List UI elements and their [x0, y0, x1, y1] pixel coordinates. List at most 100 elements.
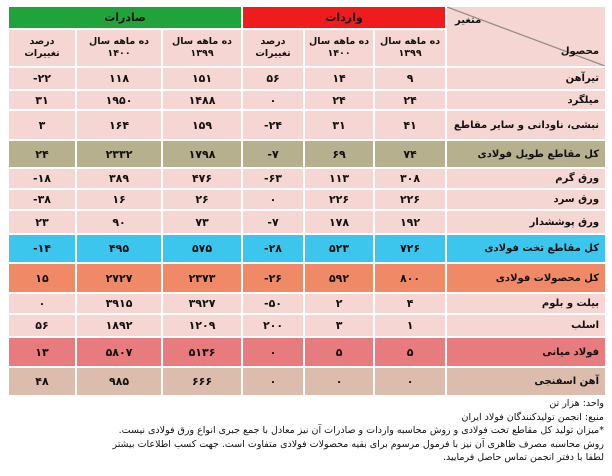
row-label: ورق سرد	[445, 188, 608, 211]
value-cell: ۱	[373, 313, 448, 338]
notes: واحد: هزار تن منبع: انجمن تولیدکنندگان فو…	[4, 397, 604, 465]
value-cell: ۱۶۴	[75, 109, 164, 141]
value-cell: ۱۱۳	[303, 167, 376, 190]
value-cell: ۲۴	[303, 89, 376, 111]
value-cell: ۱۷۸	[303, 209, 376, 235]
value-cell: ۱۵	[6, 262, 78, 294]
value-cell: ۳۹۱۵	[75, 292, 164, 315]
row-label: آهن اسفنجی	[445, 366, 608, 397]
value-cell: ۱۹۲	[373, 209, 448, 235]
table-row: کل محصولات فولادی ۸۰۰ ۵۹۲ -۲۶ ۲۳۷۳ ۲۷۲۷ ۱۵	[6, 262, 608, 294]
value-cell: -۲۶	[241, 262, 306, 294]
value-cell: ۳	[303, 313, 376, 338]
column-header: درصد تغییرات	[6, 28, 78, 68]
value-cell: ۲۲۶	[303, 188, 376, 211]
column-header: ده ماهه سال ۱۴۰۰	[75, 28, 164, 68]
value-cell: ۹۸۵	[75, 366, 164, 397]
value-cell: ۵	[303, 336, 376, 368]
corner-cell: محصول متغیر	[445, 5, 608, 68]
row-label: نبشی، ناودانی و سایر مقاطع	[445, 109, 608, 141]
row-label: کل مقاطع طویل فولادی	[445, 139, 608, 169]
value-cell: ۳۰۸	[373, 167, 448, 190]
value-cell: -۱۸	[6, 167, 78, 190]
value-cell: ۱۴۸۸	[161, 89, 244, 111]
value-cell: ۳۸۹	[75, 167, 164, 190]
value-cell: ۰	[241, 336, 306, 368]
corner-col-label: متغیر	[455, 15, 482, 26]
column-header: ده ماهه سال ۱۳۹۹	[373, 28, 448, 68]
value-cell: ۲۴	[373, 89, 448, 111]
value-cell: ۰	[6, 292, 78, 315]
value-cell: ۴۷۶	[161, 167, 244, 190]
value-cell: ۰	[241, 366, 306, 397]
value-cell: ۲۴	[6, 139, 78, 169]
value-cell: ۳۹۲۷	[161, 292, 244, 315]
value-cell: ۵۹۲	[303, 262, 376, 294]
value-cell: ۵۶	[241, 66, 306, 91]
value-cell: ۳	[6, 109, 78, 141]
steel-table: محصول متغیر واردات صادرات ده ماهه سال ۱۳…	[6, 5, 608, 397]
value-cell: -۷	[241, 139, 306, 169]
value-cell: ۲۷۲۷	[75, 262, 164, 294]
column-header: ده ماهه سال ۱۴۰۰	[303, 28, 376, 68]
value-cell: ۵۶	[6, 313, 78, 338]
table-row: تیرآهن ۹ ۱۴ ۵۶ ۱۵۱ ۱۱۸ -۲۲	[6, 66, 608, 91]
value-cell: ۸۰۰	[373, 262, 448, 294]
table-row: کل مقاطع طویل فولادی ۷۴ ۶۹ -۷ ۱۷۹۸ ۲۳۳۲ ۲۴	[6, 139, 608, 169]
table-body: تیرآهن ۹ ۱۴ ۵۶ ۱۵۱ ۱۱۸ -۲۲ میلگرد ۲۴ ۲۴ ۰ ۱۴۸۸ ۱۹۵۰ ۳…	[6, 66, 608, 397]
table-row: فولاد میانی ۵ ۵ ۰ ۵۱۳۶ ۵۸۰۷ ۱۳	[6, 336, 608, 368]
value-cell: -۲۸	[241, 233, 306, 264]
value-cell: ۹۰	[75, 209, 164, 235]
value-cell: ۰	[241, 188, 306, 211]
value-cell: ۵۷۵	[161, 233, 244, 264]
value-cell: ۶۹	[303, 139, 376, 169]
note-line: *میزان تولید کل مقاطع تخت فولادی و روش م…	[118, 425, 604, 436]
table-row: ورق پوششدار ۱۹۲ ۱۷۸ -۷ ۷۳ ۹۰ ۲۳	[6, 209, 608, 235]
row-label: کل مقاطع تخت فولادی	[445, 233, 608, 264]
value-cell: ۱۱۸	[75, 66, 164, 91]
value-cell: ۱۹۵۰	[75, 89, 164, 111]
note-line: روش محاسبه مصرف ظاهری آن نیز با فرمول مر…	[112, 438, 604, 450]
value-cell: ۵۲۳	[303, 233, 376, 264]
row-label: تیرآهن	[445, 66, 608, 91]
table-row: ورق سرد ۲۲۶ ۲۲۶ ۰ ۲۶ ۱۶ -۳۸	[6, 188, 608, 211]
value-cell: ۰	[241, 89, 306, 111]
value-cell: ۲۶	[161, 188, 244, 211]
table-row: نبشی، ناودانی و سایر مقاطع ۴۱ ۳۱ -۲۴ ۱۵۹ ۱۶۴ ۳	[6, 109, 608, 141]
value-cell: ۱۸۹۲	[75, 313, 164, 338]
value-cell: ۴۸	[6, 366, 78, 397]
row-label: فولاد میانی	[445, 336, 608, 368]
note-line: لطفا با دفتر انجمن تماس حاصل فرمایید.	[442, 452, 604, 463]
table-row: میلگرد ۲۴ ۲۴ ۰ ۱۴۸۸ ۱۹۵۰ ۳۱	[6, 89, 608, 111]
value-cell: ۵۸۰۷	[75, 336, 164, 368]
note-line: منبع: انجمن تولیدکنندگان فولاد ایران	[461, 411, 604, 423]
table-row: ورق گرم ۳۰۸ ۱۱۳ -۶۳ ۴۷۶ ۳۸۹ -۱۸	[6, 167, 608, 190]
value-cell: ۵۱۳۶	[161, 336, 244, 368]
column-header: ده ماهه سال ۱۳۹۹	[161, 28, 244, 68]
value-cell: ۳۱	[303, 109, 376, 141]
value-cell: ۱۵۹	[161, 109, 244, 141]
value-cell: ۹	[373, 66, 448, 91]
value-cell: ۶۶۶	[161, 366, 244, 397]
value-cell: ۷۴	[373, 139, 448, 169]
value-cell: -۱۴	[6, 233, 78, 264]
value-cell: -۲۲	[6, 66, 78, 91]
row-label: ورق پوششدار	[445, 209, 608, 235]
value-cell: -۷	[241, 209, 306, 235]
value-cell: ۲۳	[6, 209, 78, 235]
value-cell: ۱۴	[303, 66, 376, 91]
note-line: واحد: هزار تن	[549, 398, 604, 409]
value-cell: ۲	[303, 292, 376, 315]
value-cell: ۳۱	[6, 89, 78, 111]
imports-header: واردات	[241, 5, 448, 30]
corner-row-label: محصول	[560, 45, 600, 57]
exports-header: صادرات	[6, 5, 244, 30]
value-cell: ۵	[373, 336, 448, 368]
value-cell: ۷۲۶	[373, 233, 448, 264]
value-cell: ۲۲۶	[373, 188, 448, 211]
value-cell: ۱۳	[6, 336, 78, 368]
column-header: درصد تغییرات	[241, 28, 306, 68]
value-cell: ۴	[373, 292, 448, 315]
